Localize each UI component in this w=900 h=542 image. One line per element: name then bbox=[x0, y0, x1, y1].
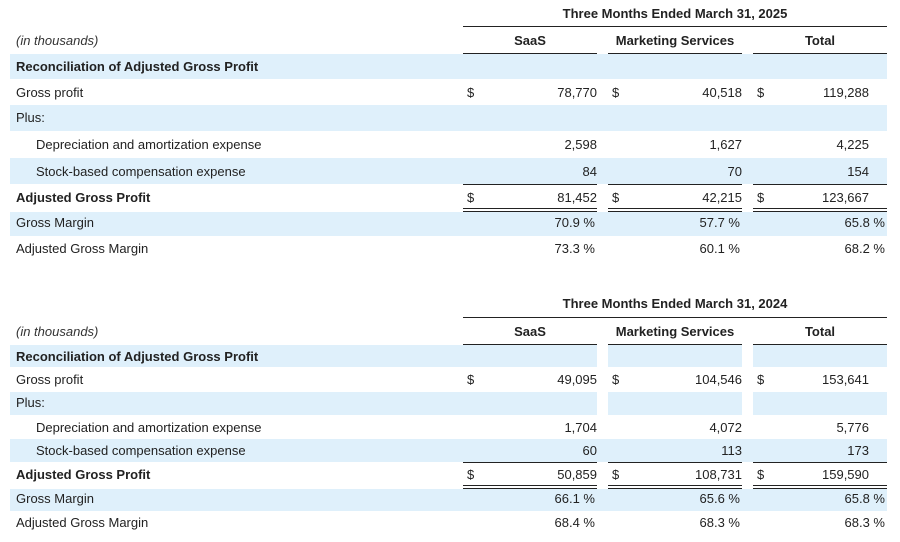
saas-value: 50,859 bbox=[557, 467, 597, 482]
table-row-stock-compensation: Stock-based compensation expense 84 70 1… bbox=[10, 158, 887, 184]
row-label: Depreciation and amortization expense bbox=[36, 137, 262, 152]
total-value: 4,225 bbox=[836, 137, 869, 152]
column-header-marketing-services: Marketing Services bbox=[615, 33, 735, 48]
saas-value: 60 bbox=[582, 443, 597, 458]
row-label: Adjusted Gross Profit bbox=[16, 190, 151, 205]
dollar-sign: $ bbox=[467, 372, 475, 387]
marketing-value: 104,546 bbox=[695, 372, 742, 387]
saas-value: 49,095 bbox=[557, 372, 597, 387]
row-label: Adjusted Gross Profit bbox=[16, 467, 151, 482]
total-value: 123,667 bbox=[822, 190, 869, 205]
dollar-sign: $ bbox=[612, 85, 620, 100]
table-row-gross-margin: Gross Margin 66.1 % 65.6 % 65.8 % bbox=[10, 489, 887, 511]
table-row-gross-profit: Gross profit $ 78,770 $ 40,518 $ 119,288 bbox=[10, 79, 887, 105]
saas-value: 81,452 bbox=[557, 190, 597, 205]
row-label: Adjusted Gross Margin bbox=[16, 515, 149, 530]
marketing-value: 68.3 % bbox=[699, 515, 740, 530]
row-label: Stock-based compensation expense bbox=[36, 164, 246, 179]
total-header-underline bbox=[753, 53, 887, 54]
units-label: (in thousands) bbox=[16, 324, 99, 339]
total-value: 68.3 % bbox=[844, 515, 885, 530]
dollar-sign: $ bbox=[757, 85, 765, 100]
marketing-value: 60.1 % bbox=[699, 241, 740, 256]
row-label: Gross Margin bbox=[16, 491, 95, 506]
column-header-marketing-services: Marketing Services bbox=[615, 324, 735, 339]
marketing-value: 108,731 bbox=[695, 467, 742, 482]
saas-value: 73.3 % bbox=[554, 241, 595, 256]
row-label: Gross Margin bbox=[16, 215, 95, 230]
period-header: Three Months Ended March 31, 2025 bbox=[562, 6, 788, 21]
table-row-plus: Plus: bbox=[10, 392, 887, 415]
total-value: 153,641 bbox=[822, 372, 869, 387]
marketing-value: 70 bbox=[727, 164, 742, 179]
table-row-adjusted-gross-margin: Adjusted Gross Margin 68.4 % 68.3 % 68.3… bbox=[10, 511, 887, 535]
saas-header-underline bbox=[463, 53, 597, 54]
total-value: 65.8 % bbox=[844, 491, 885, 506]
dollar-sign: $ bbox=[612, 372, 620, 387]
marketing-value: 42,215 bbox=[702, 190, 742, 205]
saas-value: 1,704 bbox=[564, 420, 597, 435]
column-header-total: Total bbox=[804, 324, 836, 339]
marketing-value: 4,072 bbox=[709, 420, 742, 435]
marketing-value: 1,627 bbox=[709, 137, 742, 152]
table-row-gross-profit: Gross profit $ 49,095 $ 104,546 $ 153,64… bbox=[10, 367, 887, 392]
units-label: (in thousands) bbox=[16, 33, 99, 48]
section-title: Reconciliation of Adjusted Gross Profit bbox=[16, 59, 259, 74]
total-value: 65.8 % bbox=[844, 215, 885, 230]
saas-value: 78,770 bbox=[557, 85, 597, 100]
dollar-sign: $ bbox=[612, 467, 620, 482]
column-header-saas: SaaS bbox=[514, 324, 546, 339]
total-value: 173 bbox=[847, 443, 869, 458]
dollar-sign: $ bbox=[467, 85, 475, 100]
dollar-sign: $ bbox=[467, 467, 475, 482]
section-title: Reconciliation of Adjusted Gross Profit bbox=[16, 349, 259, 364]
saas-value: 66.1 % bbox=[554, 491, 595, 506]
total-value: 68.2 % bbox=[844, 241, 885, 256]
saas-value: 68.4 % bbox=[554, 515, 595, 530]
row-label: Plus: bbox=[16, 110, 45, 125]
dollar-sign: $ bbox=[612, 190, 620, 205]
column-header-total: Total bbox=[804, 33, 836, 48]
table-row-depreciation: Depreciation and amortization expense 2,… bbox=[10, 131, 887, 158]
marketing-value: 113 bbox=[721, 443, 742, 458]
row-label: Adjusted Gross Margin bbox=[16, 241, 149, 256]
table-row-adjusted-gross-profit: Adjusted Gross Profit $ 50,859 $ 108,731… bbox=[10, 463, 887, 487]
section-title-row: Reconciliation of Adjusted Gross Profit bbox=[10, 345, 887, 367]
total-value: 159,590 bbox=[822, 467, 869, 482]
row-label: Gross profit bbox=[16, 85, 84, 100]
table-row-depreciation: Depreciation and amortization expense 1,… bbox=[10, 415, 887, 439]
table-row-gross-margin: Gross Margin 70.9 % 57.7 % 65.8 % bbox=[10, 212, 887, 236]
marketing-value: 65.6 % bbox=[699, 491, 740, 506]
marketing-value: 40,518 bbox=[702, 85, 742, 100]
period-underline bbox=[463, 26, 887, 27]
saas-value: 70.9 % bbox=[554, 215, 595, 230]
row-label: Gross profit bbox=[16, 372, 84, 387]
table-row-adjusted-gross-margin: Adjusted Gross Margin 73.3 % 60.1 % 68.2… bbox=[10, 236, 887, 260]
marketing-value: 57.7 % bbox=[699, 215, 740, 230]
total-value: 5,776 bbox=[836, 420, 869, 435]
saas-value: 84 bbox=[582, 164, 597, 179]
table-row-adjusted-gross-profit: Adjusted Gross Profit $ 81,452 $ 42,215 … bbox=[10, 185, 887, 209]
period-header: Three Months Ended March 31, 2024 bbox=[562, 296, 788, 311]
dollar-sign: $ bbox=[757, 467, 765, 482]
marketing-header-underline bbox=[608, 53, 742, 54]
dollar-sign: $ bbox=[757, 190, 765, 205]
table-row-plus: Plus: bbox=[10, 105, 887, 131]
row-label: Plus: bbox=[16, 395, 45, 410]
section-title-row: Reconciliation of Adjusted Gross Profit bbox=[10, 54, 887, 79]
row-label: Stock-based compensation expense bbox=[36, 443, 246, 458]
total-value: 119,288 bbox=[822, 85, 869, 100]
dollar-sign: $ bbox=[467, 190, 475, 205]
saas-value: 2,598 bbox=[564, 137, 597, 152]
row-label: Depreciation and amortization expense bbox=[36, 420, 262, 435]
table-row-stock-compensation: Stock-based compensation expense 60 113 … bbox=[10, 439, 887, 462]
total-value: 154 bbox=[847, 164, 869, 179]
period-underline bbox=[463, 317, 887, 318]
column-header-saas: SaaS bbox=[514, 33, 546, 48]
dollar-sign: $ bbox=[757, 372, 765, 387]
